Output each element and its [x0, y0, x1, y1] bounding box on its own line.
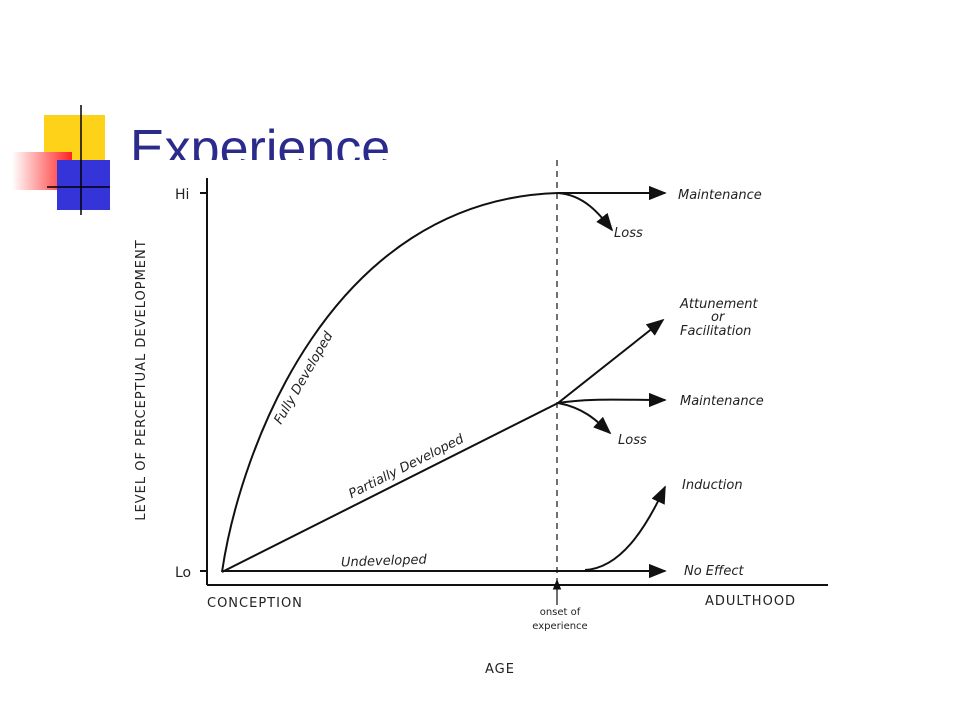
x-axis-label: AGE [485, 662, 515, 677]
outcome-label: Loss [614, 226, 643, 241]
outcome-label: Attunement [679, 297, 758, 312]
x-end: ADULTHOOD [705, 594, 796, 609]
outcome-label: No Effect [684, 564, 745, 579]
marker-label: experience [532, 621, 587, 632]
x-start: CONCEPTION [207, 596, 303, 611]
outcome-label: Facilitation [680, 324, 751, 339]
figure: Hi Lo LEVEL OF PERCEPTUAL DEVELOPMENT CO… [120, 160, 860, 700]
outcome-label: Maintenance [680, 394, 764, 409]
outcome-label: Maintenance [678, 188, 762, 203]
curve-label: Undeveloped [341, 552, 428, 570]
y-high: Hi [175, 187, 189, 203]
decoration [12, 105, 110, 215]
y-axis-label: LEVEL OF PERCEPTUAL DEVELOPMENT [134, 239, 149, 520]
outcome-label: Induction [682, 478, 743, 493]
outcome-label: or [711, 310, 726, 325]
y-low: Lo [175, 565, 191, 581]
outcome-label: Loss [618, 433, 647, 448]
marker-label: onset of [540, 607, 581, 618]
